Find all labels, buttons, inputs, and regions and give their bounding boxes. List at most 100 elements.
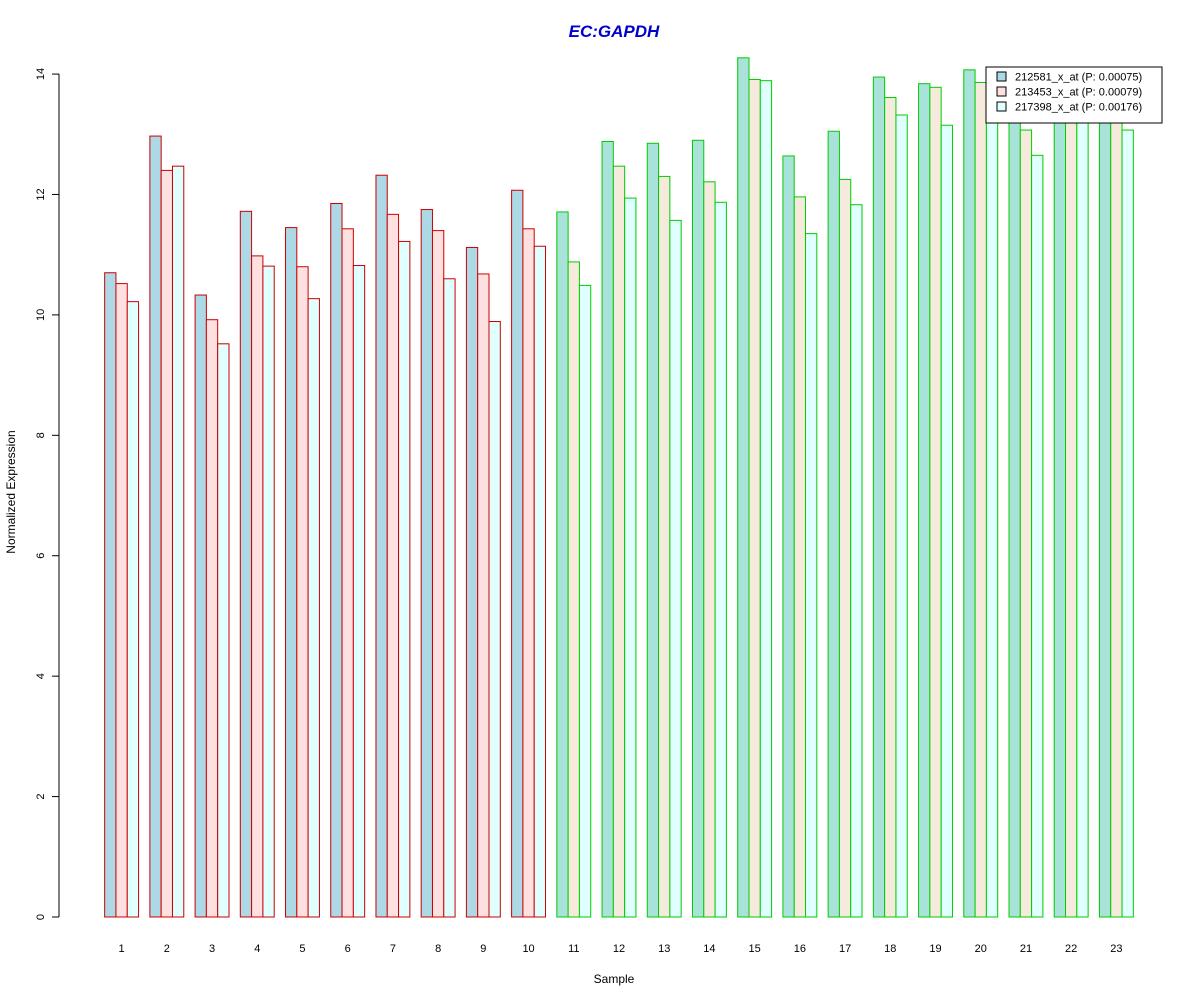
bar-sample-10-series-1 <box>511 189 524 918</box>
bar-sample-1-series-2 <box>115 283 128 918</box>
x-tick-label: 3 <box>209 943 215 955</box>
bar-sample-18-series-3 <box>895 114 908 918</box>
bar-sample-8-series-3 <box>443 278 456 918</box>
bar-sample-11-series-3 <box>578 284 592 918</box>
bar-sample-22-series-3 <box>1076 118 1089 918</box>
bar-sample-12-series-2 <box>612 165 626 918</box>
bar-sample-7-series-3 <box>398 240 411 918</box>
y-tick-label: 2 <box>35 794 47 800</box>
bar-sample-20-series-1 <box>963 69 976 918</box>
bar-sample-2-series-2 <box>160 169 173 918</box>
x-tick-label: 5 <box>299 943 305 955</box>
bar-sample-22-series-2 <box>1065 115 1078 918</box>
bar-sample-13-series-2 <box>658 175 671 918</box>
bar-sample-18-series-1 <box>872 76 886 918</box>
bar-sample-20-series-3 <box>985 121 999 918</box>
x-tick-label: 22 <box>1065 943 1077 955</box>
bar-sample-3-series-2 <box>205 319 219 918</box>
x-tick-labels: 1 2 3 4 5 6 7 8 9 10 11 12 13 14 15 16 17 18 19 20 21 22 23 <box>119 943 1123 955</box>
bar-sample-3-series-1 <box>194 294 207 918</box>
y-tick-label: 8 <box>35 432 47 438</box>
x-tick-label: 19 <box>929 943 941 955</box>
x-tick-label: 6 <box>345 943 351 955</box>
bar-sample-11-series-1 <box>556 211 569 918</box>
x-tick-label: 23 <box>1110 943 1122 955</box>
bar-sample-23-series-1 <box>1098 85 1112 918</box>
y-tick-label: 12 <box>35 188 47 200</box>
bar-sample-14-series-1 <box>691 139 705 918</box>
bar-sample-10-series-3 <box>533 245 547 918</box>
bar-sample-21-series-2 <box>1019 129 1033 918</box>
bar-sample-13-series-1 <box>646 142 660 918</box>
bar-sample-4-series-3 <box>262 265 275 918</box>
y-axis: 0 2 4 6 8 10 12 14 <box>35 68 60 920</box>
bar-sample-7-series-2 <box>386 213 400 918</box>
y-tick-label: 4 <box>35 673 47 679</box>
bar-sample-4-series-2 <box>251 255 264 918</box>
bar-sample-6-series-2 <box>341 228 354 918</box>
bar-sample-18-series-2 <box>884 97 897 918</box>
bar-sample-19-series-2 <box>929 86 942 918</box>
legend-box <box>985 66 1163 124</box>
y-tick-label: 10 <box>35 309 47 321</box>
x-tick-label: 14 <box>703 943 715 955</box>
bar-sample-14-series-3 <box>714 201 727 918</box>
x-tick-label: 18 <box>884 943 896 955</box>
bar-sample-17-series-1 <box>827 130 840 918</box>
bar-sample-1-series-1 <box>104 272 117 918</box>
bar-sample-21-series-3 <box>1031 154 1044 918</box>
bar-sample-15-series-2 <box>748 78 761 918</box>
x-tick-label: 1 <box>119 943 125 955</box>
bar-sample-8-series-1 <box>420 209 433 918</box>
bar-sample-16-series-1 <box>782 155 795 918</box>
bar-sample-17-series-2 <box>838 178 852 918</box>
bar-sample-19-series-3 <box>940 124 953 918</box>
bar-sample-5-series-2 <box>296 266 309 918</box>
legend: 212581_x_at (P: 0.00075) 213453_x_at (P: … <box>985 66 1163 124</box>
bar-sample-16-series-3 <box>805 233 818 918</box>
bar-sample-6-series-1 <box>330 203 343 918</box>
bar-sample-9-series-2 <box>477 273 490 918</box>
bar-sample-13-series-3 <box>669 219 682 918</box>
bar-sample-8-series-2 <box>431 230 445 918</box>
x-tick-label: 11 <box>568 943 579 955</box>
x-tick-label: 13 <box>658 943 670 955</box>
bar-sample-9-series-1 <box>465 246 479 918</box>
bar-sample-12-series-1 <box>601 140 614 918</box>
bar-sample-22-series-1 <box>1053 112 1067 918</box>
y-tick-label: 6 <box>35 553 47 559</box>
x-tick-label: 20 <box>975 943 987 955</box>
bar-sample-21-series-1 <box>1008 115 1021 918</box>
chart-title: EC:GAPDH <box>569 22 660 41</box>
bar-sample-19-series-1 <box>918 83 931 918</box>
bar-sample-7-series-1 <box>375 174 388 918</box>
bars-layer <box>104 57 1134 918</box>
x-tick-label: 16 <box>794 943 806 955</box>
legend-swatch <box>996 101 1007 112</box>
legend-swatch <box>996 71 1007 82</box>
y-tick-label: 14 <box>35 68 47 80</box>
bar-sample-10-series-2 <box>522 228 535 918</box>
bar-sample-15-series-1 <box>737 57 750 918</box>
x-tick-label: 2 <box>164 943 170 955</box>
bar-sample-1-series-3 <box>126 301 140 918</box>
legend-entry: 217398_x_at (P: 0.00176) <box>1015 102 1142 114</box>
x-tick-label: 9 <box>480 943 486 955</box>
bar-sample-14-series-2 <box>703 181 716 918</box>
bar-sample-3-series-3 <box>217 343 230 918</box>
y-axis-label: Normalized Expression <box>4 430 18 553</box>
bar-sample-4-series-1 <box>239 210 253 918</box>
bar-sample-2-series-3 <box>171 165 185 918</box>
x-axis-label: Sample <box>594 972 635 986</box>
bar-sample-5-series-1 <box>285 227 298 918</box>
legend-swatch <box>996 86 1007 97</box>
bar-sample-23-series-2 <box>1110 109 1123 918</box>
bar-sample-6-series-3 <box>352 265 366 918</box>
x-tick-label: 15 <box>749 943 761 955</box>
y-tick-label: 0 <box>35 914 47 920</box>
x-tick-label: 10 <box>522 943 534 955</box>
bar-sample-17-series-3 <box>850 204 863 918</box>
x-tick-label: 7 <box>390 943 396 955</box>
